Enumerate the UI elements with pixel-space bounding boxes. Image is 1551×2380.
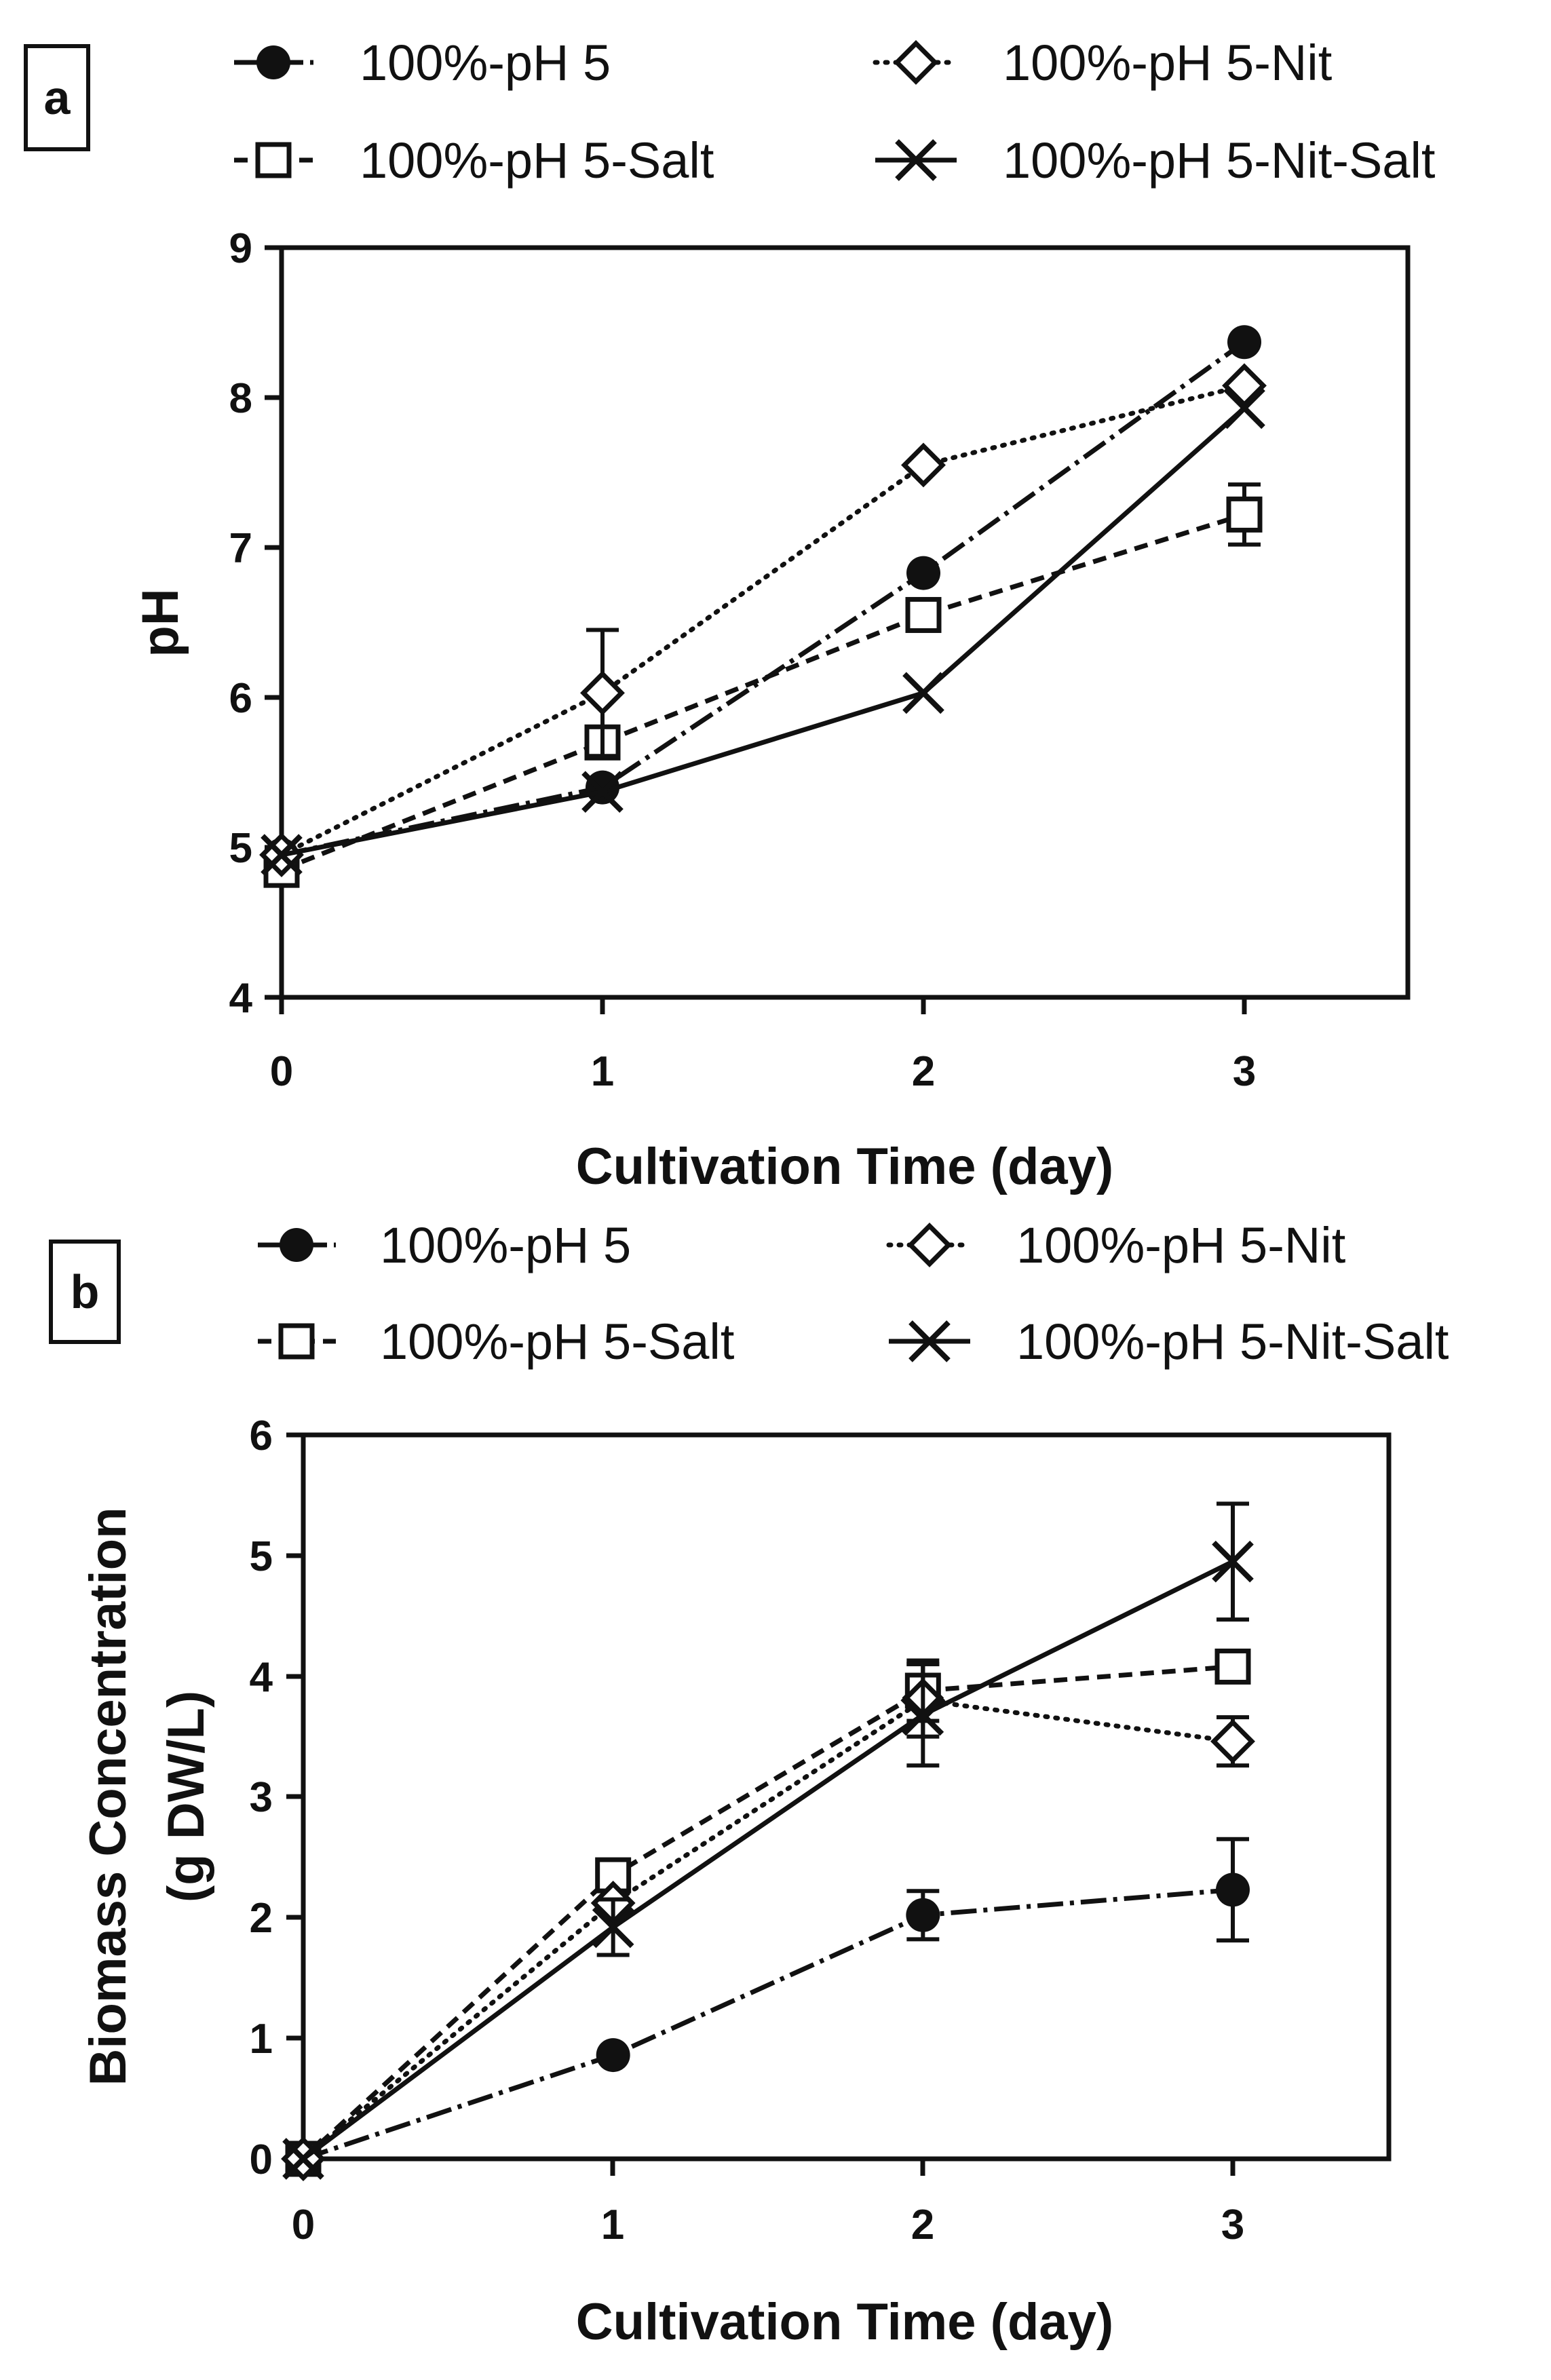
legend-b-entry-4: 100%-pH 5-Nit-Salt: [889, 1313, 1449, 1370]
panel-b-series-1-line: [302, 1887, 1233, 2162]
legend-b-entry-3: 100%-pH 5-Nit: [886, 1217, 1346, 1273]
panel-a-series-2-point: [1226, 496, 1263, 533]
panel-b-y-tick-label: 2: [250, 1895, 273, 1942]
panel-a-y-tick-label: 9: [229, 225, 252, 272]
panel-b-series-2-point: [1214, 1648, 1251, 1685]
panel-b-x-axis-title: Cultivation Time (day): [576, 2293, 1113, 2351]
legend-a-marker-x: [895, 139, 937, 181]
legend-a-entry-1: 100%-pH 5: [234, 35, 611, 91]
panel-a: a 100%-pH 5 100%-pH 5-Salt 100%-pH 5-Nit: [24, 35, 1436, 1195]
legend-a-marker-square: [255, 142, 292, 178]
panel-a-series-3-point: [901, 442, 946, 488]
legend-a-label-2: 100%-pH 5-Salt: [360, 132, 714, 189]
legend-a-marker-diamond: [894, 40, 938, 85]
panel-b-series-4-point: [592, 1906, 634, 1949]
panel-b-series-4-point: [1212, 1540, 1254, 1583]
panel-a-data: [259, 325, 1267, 888]
panel-a-series-2-line: [280, 512, 1246, 872]
panel-b-series-4: [282, 1501, 1254, 2180]
panel-a-y-tick-label: 5: [229, 825, 252, 872]
panel-a-x-tick-label: 1: [591, 1048, 614, 1095]
legend-a-entry-2: 100%-pH 5-Salt: [234, 132, 714, 189]
panel-b-x-tick-label: 0: [292, 2202, 315, 2248]
panel-b-label: b: [71, 1265, 100, 1318]
panel-a-series-3-line: [279, 383, 1247, 858]
panel-b-legend: 100%-pH 5 100%-pH 5-Salt 100%-pH 5-Nit 1…: [258, 1217, 1449, 1370]
legend-b-label-3: 100%-pH 5-Nit: [1016, 1217, 1346, 1273]
panel-a-y-tick-label: 8: [229, 375, 252, 422]
panel-b-series-1-point: [906, 1898, 940, 1932]
panel-a-series-1-point: [1227, 325, 1261, 360]
panel-b-y-axis: 0 1 2 3 4 5 6: [250, 1413, 303, 2183]
legend-a-label-1: 100%-pH 5: [360, 35, 611, 91]
legend-b-marker-circle: [280, 1228, 313, 1262]
legend-b-marker-square: [278, 1323, 315, 1360]
panel-b-data: [281, 1501, 1255, 2181]
panel-b: b 100%-pH 5 100%-pH 5-Salt 100%-pH 5-Nit: [49, 1217, 1449, 2351]
panel-b-x-axis: 0 1 2 3: [292, 2159, 1244, 2248]
panel-a-series-4-line: [281, 406, 1246, 858]
panel-b-series-4-line: [301, 1559, 1234, 2161]
panel-b-y-tick-label: 4: [250, 1654, 273, 1701]
panel-a-y-tick-label: 4: [229, 975, 253, 1022]
legend-a-label-3: 100%-pH 5-Nit: [1003, 35, 1333, 91]
legend-a-marker-circle: [256, 45, 290, 79]
panel-b-y-tick-label: 3: [250, 1774, 273, 1821]
panel-a-legend: 100%-pH 5 100%-pH 5-Salt 100%-pH 5-Nit 1…: [234, 35, 1436, 189]
panel-b-label-box: [49, 1240, 121, 1344]
panel-a-series-4-point: [1223, 387, 1265, 429]
panel-b-series-3-point: [1210, 1719, 1255, 1764]
legend-b-label-2: 100%-pH 5-Salt: [380, 1313, 735, 1370]
legend-a-entry-3: 100%-pH 5-Nit: [873, 35, 1333, 91]
panel-b-x-tick-label: 1: [601, 2202, 624, 2248]
panel-a-y-tick-label: 7: [229, 525, 252, 572]
panel-b-y-tick-label: 5: [250, 1533, 273, 1580]
panel-b-y-tick-label: 6: [250, 1413, 273, 1459]
panel-b-series-4-point: [902, 1693, 944, 1736]
legend-a-entry-4: 100%-pH 5-Nit-Salt: [875, 132, 1436, 189]
panel-b-y-tick-label: 0: [250, 2136, 273, 2183]
panel-a-series-1-point: [906, 556, 940, 590]
panel-a-series-4-point: [581, 771, 624, 813]
legend-a-label-4: 100%-pH 5-Nit-Salt: [1003, 132, 1436, 189]
panel-a-series-2-point: [905, 596, 942, 633]
panel-a-label: a: [44, 71, 71, 124]
panel-a-x-axis-title: Cultivation Time (day): [576, 1138, 1113, 1195]
legend-b-entry-1: 100%-pH 5: [258, 1217, 631, 1273]
panel-a-series-3-point: [580, 670, 625, 716]
panel-b-x-tick-label: 2: [911, 2202, 934, 2248]
panel-a-x-tick-label: 0: [270, 1048, 293, 1095]
panel-b-x-tick-label: 3: [1221, 2202, 1244, 2248]
legend-b-marker-x: [908, 1320, 951, 1362]
panel-b-series-3-line: [301, 1697, 1236, 2162]
legend-b-label-4: 100%-pH 5-Nit-Salt: [1016, 1313, 1449, 1370]
panel-a-y-axis-title: pH: [132, 588, 189, 657]
panel-a-x-axis: 0 1 2 3: [270, 997, 1256, 1095]
panel-a-series-4-point: [902, 672, 944, 714]
panel-b-y-axis-title-line2: (g DW/L): [157, 1691, 215, 1902]
panel-b-series-4-point: [282, 2138, 324, 2180]
panel-b-y-tick-label: 1: [250, 2016, 273, 2062]
panel-a-label-box: [24, 44, 90, 151]
legend-b-label-1: 100%-pH 5: [380, 1217, 631, 1273]
legend-b-entry-2: 100%-pH 5-Salt: [258, 1313, 735, 1370]
panel-b-series-1-point: [596, 2038, 630, 2073]
panel-a-x-tick-label: 3: [1233, 1048, 1256, 1095]
panel-a-plot-frame: [279, 245, 1411, 1000]
panel-b-series-1-point: [1216, 1873, 1250, 1907]
panel-b-y-axis-title-line1: Biomass Concentration: [79, 1507, 137, 2086]
panel-a-x-tick-label: 2: [912, 1048, 935, 1095]
panel-a-y-tick-label: 6: [229, 675, 252, 722]
legend-b-marker-diamond: [907, 1223, 952, 1267]
panel-a-series-4: [261, 387, 1265, 876]
panel-a-series-4-point: [261, 834, 303, 876]
panel-b-series-2-line: [301, 1664, 1233, 2161]
